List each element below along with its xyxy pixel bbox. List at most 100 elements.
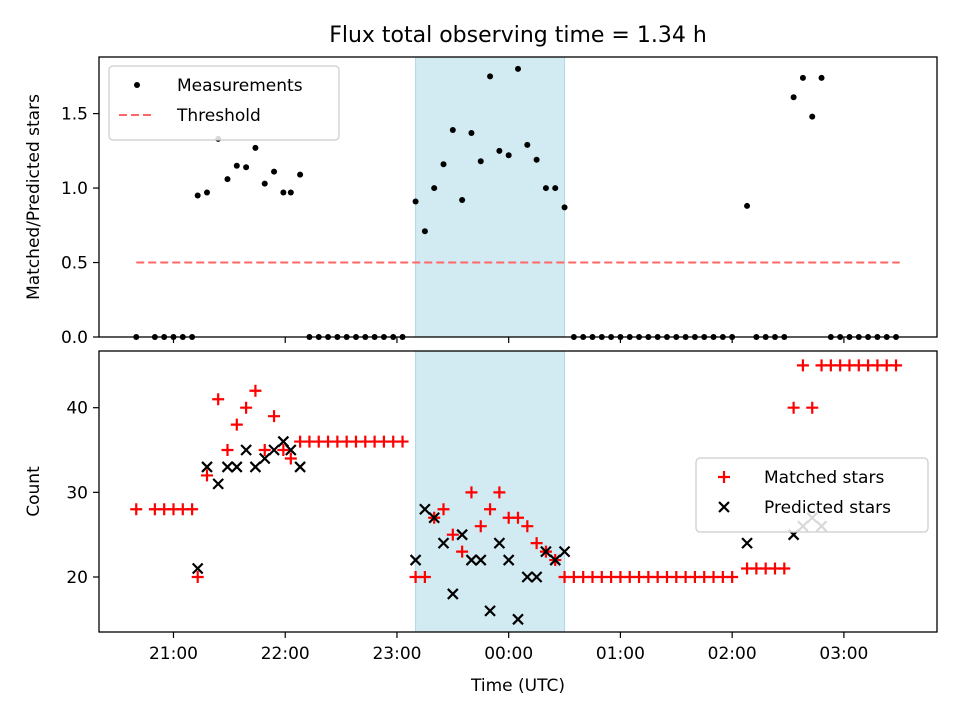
data-point xyxy=(552,185,559,192)
data-point xyxy=(201,461,213,473)
x-tick-label: 21:00 xyxy=(149,644,198,664)
highlight-span xyxy=(415,350,566,633)
data-point xyxy=(396,435,409,448)
y-tick-label: 40 xyxy=(66,399,88,419)
data-point xyxy=(787,401,800,414)
data-point xyxy=(297,171,304,178)
data-point xyxy=(191,562,204,575)
data-point xyxy=(796,359,809,372)
x-tick-label: 01:00 xyxy=(596,644,645,664)
y-tick-label: 0.5 xyxy=(61,254,88,274)
data-point xyxy=(268,410,281,423)
data-point xyxy=(294,461,306,473)
data-point xyxy=(540,545,552,558)
data-point xyxy=(258,452,271,465)
data-point xyxy=(561,204,568,211)
x-tick-label: 23:00 xyxy=(372,644,421,664)
data-point xyxy=(243,164,250,171)
data-point xyxy=(130,503,143,516)
data-point xyxy=(449,126,456,133)
data-point xyxy=(474,554,487,566)
legend-box xyxy=(695,457,929,533)
bottom-panel: 20 30 40 21:00 22:00 23:00 00:00 01:00 02:00 03:0… xyxy=(24,350,938,696)
data-point xyxy=(191,570,204,583)
legend-label: Measurements xyxy=(177,76,303,96)
series-matched-stars xyxy=(130,359,903,583)
data-point xyxy=(221,461,234,473)
data-point xyxy=(493,537,506,549)
x-tick-label: 03:00 xyxy=(819,644,868,664)
data-point xyxy=(284,452,297,465)
data-point xyxy=(421,228,428,235)
legend: Measurements Threshold xyxy=(108,65,340,141)
data-point xyxy=(233,162,240,169)
data-point xyxy=(465,554,478,566)
legend-marker xyxy=(134,82,140,88)
top-panel: 0.0 0.5 1.0 1.5 Matched/Predicted stars Measu… xyxy=(24,56,938,348)
highlight-span xyxy=(415,56,566,338)
x-tick-label: 22:00 xyxy=(261,644,310,664)
data-point xyxy=(240,444,252,456)
data-point xyxy=(484,503,497,516)
data-point xyxy=(493,486,506,499)
data-point xyxy=(456,528,468,541)
data-point xyxy=(447,588,459,600)
data-point xyxy=(409,554,422,566)
data-point xyxy=(412,198,419,205)
data-point xyxy=(530,571,543,583)
data-point xyxy=(818,74,825,81)
data-point xyxy=(204,189,211,196)
data-point xyxy=(287,189,294,196)
data-point xyxy=(212,393,225,406)
data-point xyxy=(277,444,290,457)
data-point xyxy=(549,554,562,566)
data-point xyxy=(505,152,512,159)
data-point xyxy=(258,444,271,457)
data-point xyxy=(487,73,494,80)
data-point xyxy=(437,537,450,549)
data-point xyxy=(790,94,797,101)
data-point xyxy=(249,384,262,397)
data-point xyxy=(465,486,478,499)
data-point xyxy=(533,156,540,163)
data-point xyxy=(477,158,484,165)
data-point xyxy=(201,469,214,482)
data-point xyxy=(512,511,524,524)
data-point xyxy=(809,113,816,120)
data-point xyxy=(484,605,496,617)
data-point xyxy=(221,444,234,457)
data-point xyxy=(440,161,447,168)
legend-box xyxy=(108,65,340,141)
axes-frame xyxy=(98,56,938,338)
data-point xyxy=(252,144,259,151)
data-point xyxy=(419,503,431,516)
data-point xyxy=(474,520,487,533)
data-point xyxy=(224,176,231,183)
y-tick-label: 20 xyxy=(66,568,88,588)
data-point xyxy=(515,65,521,72)
data-point xyxy=(890,359,903,372)
data-point xyxy=(558,545,571,558)
y-tick-label: 1.5 xyxy=(61,105,88,125)
data-point xyxy=(428,511,440,524)
data-point xyxy=(249,461,262,473)
data-point xyxy=(456,545,469,558)
legend-marker xyxy=(718,471,730,483)
x-tick-label: 00:00 xyxy=(484,644,533,664)
data-point xyxy=(496,147,503,154)
data-point xyxy=(231,461,243,473)
data-point xyxy=(431,185,438,192)
chart-title: Flux total observing time = 1.34 h xyxy=(329,23,707,48)
legend-marker xyxy=(718,501,730,513)
data-point xyxy=(437,503,450,516)
x-tick-label: 02:00 xyxy=(708,644,757,664)
legend-label: Matched stars xyxy=(764,468,884,488)
data-point xyxy=(230,418,243,431)
data-point xyxy=(194,192,201,199)
data-point xyxy=(778,562,791,575)
data-point xyxy=(271,168,278,175)
y-tick-label: 1.0 xyxy=(61,179,88,199)
legend: Matched stars Predicted stars xyxy=(695,457,929,533)
data-point xyxy=(212,478,224,490)
